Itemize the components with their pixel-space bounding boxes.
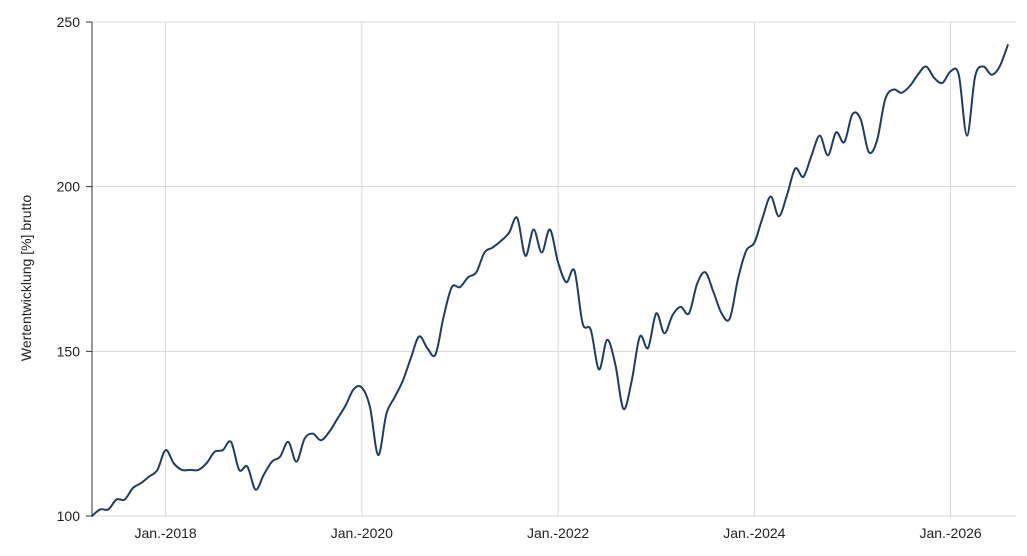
- series-line: [91, 44, 1009, 517]
- x-tick-label: Jan.-2024: [723, 525, 785, 541]
- series-layer: [91, 44, 1009, 517]
- plot-background: [92, 22, 1016, 516]
- y-tick-label: 150: [57, 343, 81, 359]
- y-tick-label: 100: [57, 508, 81, 524]
- y-tick-label: 250: [57, 14, 81, 30]
- y-tick-label: 200: [57, 179, 81, 195]
- x-tick-label: Jan.-2018: [134, 525, 196, 541]
- axes: [86, 21, 93, 517]
- x-tick-label: Jan.-2020: [331, 525, 393, 541]
- x-tick-label: Jan.-2026: [919, 525, 981, 541]
- x-tick-label: Jan.-2022: [527, 525, 589, 541]
- grid-lines: [92, 21, 1016, 517]
- tick-labels: 100 150 200 250 Jan.-2018 Jan.-2020 Jan.-2022 J…: [57, 14, 982, 541]
- y-axis-title: Wertentwicklung [%] brutto: [18, 195, 34, 361]
